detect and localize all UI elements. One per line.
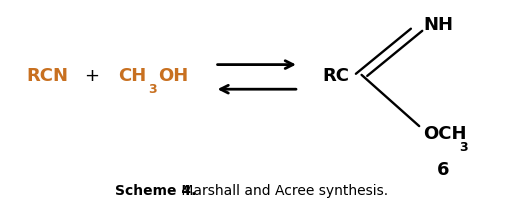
Text: Marshall and Acree synthesis.: Marshall and Acree synthesis.: [177, 183, 388, 197]
Text: 3: 3: [459, 140, 467, 153]
Text: RC: RC: [322, 67, 350, 84]
Text: RCN: RCN: [26, 67, 68, 84]
Text: OH: OH: [158, 67, 188, 84]
Text: OCH: OCH: [423, 125, 467, 143]
Text: Scheme 4.: Scheme 4.: [115, 183, 196, 197]
Text: NH: NH: [423, 16, 453, 33]
Text: 3: 3: [148, 82, 157, 95]
Text: CH: CH: [118, 67, 146, 84]
Text: 6: 6: [436, 160, 449, 178]
Text: +: +: [84, 67, 99, 84]
